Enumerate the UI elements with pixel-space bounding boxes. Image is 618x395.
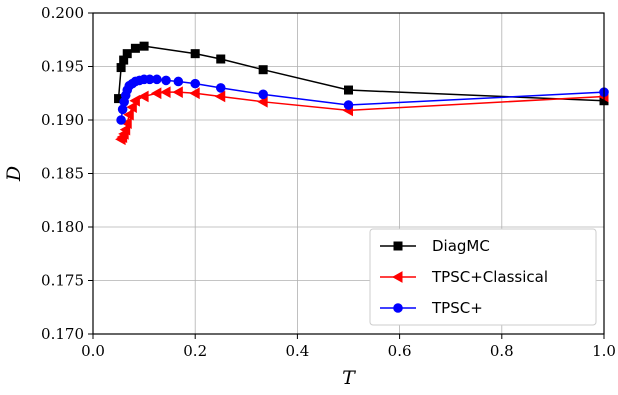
y-tick-label: 0.185 xyxy=(41,165,84,183)
data-point xyxy=(190,49,200,59)
x-tick-label: 1.0 xyxy=(592,342,616,360)
data-point xyxy=(129,94,140,107)
legend-marker xyxy=(391,271,403,283)
y-tick-label: 0.190 xyxy=(41,111,84,129)
x-tick-label: 0.8 xyxy=(490,342,514,360)
data-point xyxy=(126,101,137,114)
data-point xyxy=(173,76,184,87)
x-tick-label: 0.6 xyxy=(388,342,412,360)
data-point xyxy=(116,115,126,125)
data-point xyxy=(116,63,126,73)
x-tick-label: 0.2 xyxy=(183,342,207,360)
data-point xyxy=(139,41,149,51)
data-point xyxy=(152,74,162,85)
series-tpsc- xyxy=(116,74,609,125)
series-layer xyxy=(114,41,609,146)
data-point xyxy=(160,86,171,99)
x-tick-label: 0.0 xyxy=(81,342,105,360)
data-point xyxy=(119,123,131,136)
data-point xyxy=(257,95,268,108)
data-point xyxy=(161,75,171,86)
legend-item: TPSC+ xyxy=(380,299,483,317)
legend: DiagMC TPSC+Classical TPSC+ xyxy=(369,228,597,326)
data-point xyxy=(121,117,132,130)
data-point xyxy=(122,49,132,59)
x-tick-label: 0.4 xyxy=(285,342,309,360)
data-point xyxy=(138,90,149,103)
data-point xyxy=(344,85,353,95)
y-tick-label: 0.195 xyxy=(41,58,84,76)
series-line xyxy=(120,91,605,140)
data-point xyxy=(190,78,200,89)
data-point xyxy=(214,90,226,103)
y-tick-label: 0.180 xyxy=(41,218,84,236)
legend-marker xyxy=(393,303,403,313)
tick-layer: 0.0 0.2 0.4 0.6 0.8 1.0 0.170 0.175 0.180 0.185 0.… xyxy=(41,4,616,360)
data-point xyxy=(216,54,226,64)
legend-label: DiagMC xyxy=(432,237,490,255)
series-tpsc-classical xyxy=(115,86,609,146)
x-axis-label: T xyxy=(342,367,356,389)
data-point xyxy=(130,43,140,53)
y-tick-label: 0.175 xyxy=(41,272,84,290)
y-tick-label: 0.200 xyxy=(41,4,84,22)
legend-marker xyxy=(393,241,403,251)
legend-item: TPSC+Classical xyxy=(380,268,548,286)
data-point xyxy=(189,87,200,100)
y-axis-label: D xyxy=(3,166,25,182)
data-point xyxy=(123,108,134,121)
data-point xyxy=(215,83,226,93)
legend-box xyxy=(369,228,597,326)
data-point xyxy=(258,65,268,75)
legend-label: TPSC+Classical xyxy=(431,268,548,286)
series-diagmc xyxy=(114,41,609,106)
legend-item: DiagMC xyxy=(380,237,490,255)
legend-label: TPSC+ xyxy=(431,299,483,317)
data-point xyxy=(172,86,183,99)
data-point xyxy=(150,87,162,100)
data-point xyxy=(343,100,354,110)
data-point xyxy=(258,89,268,100)
y-tick-label: 0.170 xyxy=(41,325,84,343)
